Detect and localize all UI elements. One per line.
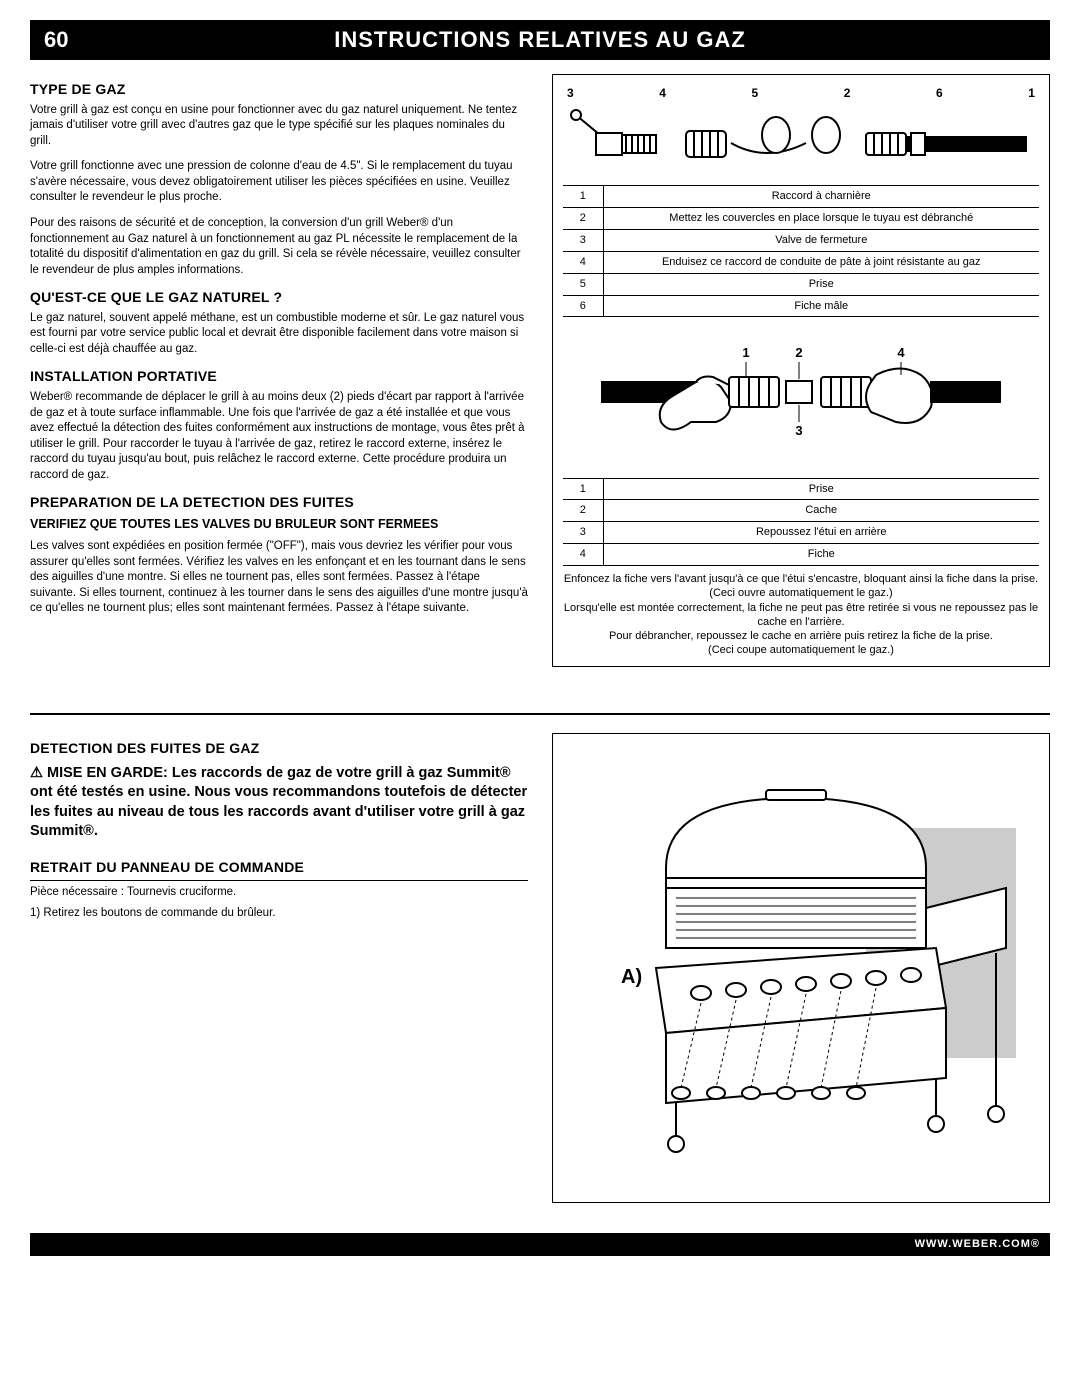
d1-label-1: 4 — [659, 85, 666, 101]
para-type-2: Votre grill fonctionne avec une pression… — [30, 159, 528, 206]
cell: Repoussez l'étui en arrière — [603, 522, 1039, 544]
cell: 2 — [563, 208, 603, 230]
heading-detection-fuites: DETECTION DES FUITES DE GAZ — [30, 739, 528, 758]
subheading-verifiez: VERIFIEZ QUE TOUTES LES VALVES DU BRULEU… — [30, 516, 528, 533]
cell: Fiche — [603, 544, 1039, 566]
caption-line: (Ceci ouvre automatiquement le gaz.) — [563, 586, 1039, 600]
cell: Raccord à charnière — [603, 186, 1039, 208]
d2-n2: 2 — [795, 345, 802, 360]
d1-label-0: 3 — [567, 85, 574, 101]
cell: 1 — [563, 186, 603, 208]
heading-type-de-gaz: TYPE DE GAZ — [30, 80, 528, 99]
diagram1-labels: 3 4 5 2 6 1 — [563, 85, 1039, 105]
para-gaznat-1: Le gaz naturel, souvent appelé méthane, … — [30, 311, 528, 358]
upper-columns: TYPE DE GAZ Votre grill à gaz est conçu … — [30, 74, 1050, 673]
lower-right-column: A) — [552, 733, 1050, 1203]
cell: 2 — [563, 500, 603, 522]
table-row: 2Cache — [563, 500, 1039, 522]
cell: 3 — [563, 230, 603, 252]
grill-label-a: A) — [621, 966, 642, 988]
para-prep-1: Les valves sont expédiées en position fe… — [30, 539, 528, 617]
warning-lead: ⚠ MISE EN GARDE: — [30, 765, 168, 781]
cell: Valve de fermeture — [603, 230, 1039, 252]
section-divider — [30, 713, 1050, 715]
warning-text: ⚠ MISE EN GARDE: Les raccords de gaz de … — [30, 764, 528, 842]
diagram2-svg: 1 2 3 4 — [563, 327, 1039, 471]
caption-line: Pour débrancher, repoussez le cache en a… — [563, 629, 1039, 643]
table-row: 2Mettez les couvercles en place lorsque … — [563, 208, 1039, 230]
table-row: 1Prise — [563, 478, 1039, 500]
parts-table-2: 1Prise 2Cache 3Repoussez l'étui en arriè… — [563, 478, 1039, 566]
d2-n3: 3 — [795, 423, 802, 438]
cell: 4 — [563, 544, 603, 566]
d1-label-4: 6 — [936, 85, 943, 101]
cell: Enduisez ce raccord de conduite de pâte … — [603, 251, 1039, 273]
cell: Prise — [603, 478, 1039, 500]
cell: 1 — [563, 478, 603, 500]
left-column: TYPE DE GAZ Votre grill à gaz est conçu … — [30, 74, 528, 673]
title-bar: 60 INSTRUCTIONS RELATIVES AU GAZ — [30, 20, 1050, 60]
cell: Cache — [603, 500, 1039, 522]
cell: Fiche mâle — [603, 295, 1039, 317]
table-row: 3Valve de fermeture — [563, 230, 1039, 252]
d1-label-3: 2 — [844, 85, 851, 101]
page-title: INSTRUCTIONS RELATIVES AU GAZ — [100, 25, 1050, 55]
caption-block: Enfoncez la fiche vers l'avant jusqu'à c… — [563, 572, 1039, 658]
para-type-1: Votre grill à gaz est conçu en usine pou… — [30, 103, 528, 150]
table-row: 4Enduisez ce raccord de conduite de pâte… — [563, 251, 1039, 273]
table-row: 5Prise — [563, 273, 1039, 295]
heading-retrait-panneau: RETRAIT DU PANNEAU DE COMMANDE — [30, 858, 528, 881]
cell: Mettez les couvercles en place lorsque l… — [603, 208, 1039, 230]
para-retrait-1: Pièce nécessaire : Tournevis cruciforme. — [30, 885, 528, 901]
para-install-1: Weber® recommande de déplacer le grill à… — [30, 390, 528, 483]
cell: Prise — [603, 273, 1039, 295]
para-type-3: Pour des raisons de sécurité et de conce… — [30, 216, 528, 278]
table-row: 3Repoussez l'étui en arrière — [563, 522, 1039, 544]
diagram-box-combined: 3 4 5 2 6 1 — [552, 74, 1050, 667]
table-row: 6Fiche mâle — [563, 295, 1039, 317]
caption-line: Enfoncez la fiche vers l'avant jusqu'à c… — [563, 572, 1039, 586]
page-number: 60 — [30, 25, 100, 55]
footer-text: WWW.WEBER.COM® — [915, 1238, 1040, 1250]
heading-installation: INSTALLATION PORTATIVE — [30, 367, 528, 386]
grill-diagram-box: A) — [552, 733, 1050, 1203]
cell: 3 — [563, 522, 603, 544]
d2-n4: 4 — [897, 345, 905, 360]
cell: 4 — [563, 251, 603, 273]
heading-preparation: PREPARATION DE LA DETECTION DES FUITES — [30, 493, 528, 512]
lower-left-column: DETECTION DES FUITES DE GAZ ⚠ MISE EN GA… — [30, 733, 528, 1203]
cell: 6 — [563, 295, 603, 317]
d1-label-2: 5 — [752, 85, 759, 101]
diagram1-svg — [563, 105, 1039, 179]
table-row: 1Raccord à charnière — [563, 186, 1039, 208]
right-column: 3 4 5 2 6 1 — [552, 74, 1050, 673]
lower-columns: DETECTION DES FUITES DE GAZ ⚠ MISE EN GA… — [30, 733, 1050, 1203]
caption-line: (Ceci coupe automatiquement le gaz.) — [563, 643, 1039, 657]
heading-gaz-naturel: QU'EST-CE QUE LE GAZ NATUREL ? — [30, 288, 528, 307]
d2-n1: 1 — [742, 345, 749, 360]
d1-label-5: 1 — [1028, 85, 1035, 101]
parts-table-1: 1Raccord à charnière 2Mettez les couverc… — [563, 185, 1039, 317]
cell: 5 — [563, 273, 603, 295]
para-retrait-2: 1) Retirez les boutons de commande du br… — [30, 906, 528, 922]
caption-line: Lorsqu'elle est montée correctement, la … — [563, 601, 1039, 630]
table-row: 4Fiche — [563, 544, 1039, 566]
footer-bar: WWW.WEBER.COM® — [30, 1233, 1050, 1256]
grill-svg: A) — [566, 758, 1036, 1178]
